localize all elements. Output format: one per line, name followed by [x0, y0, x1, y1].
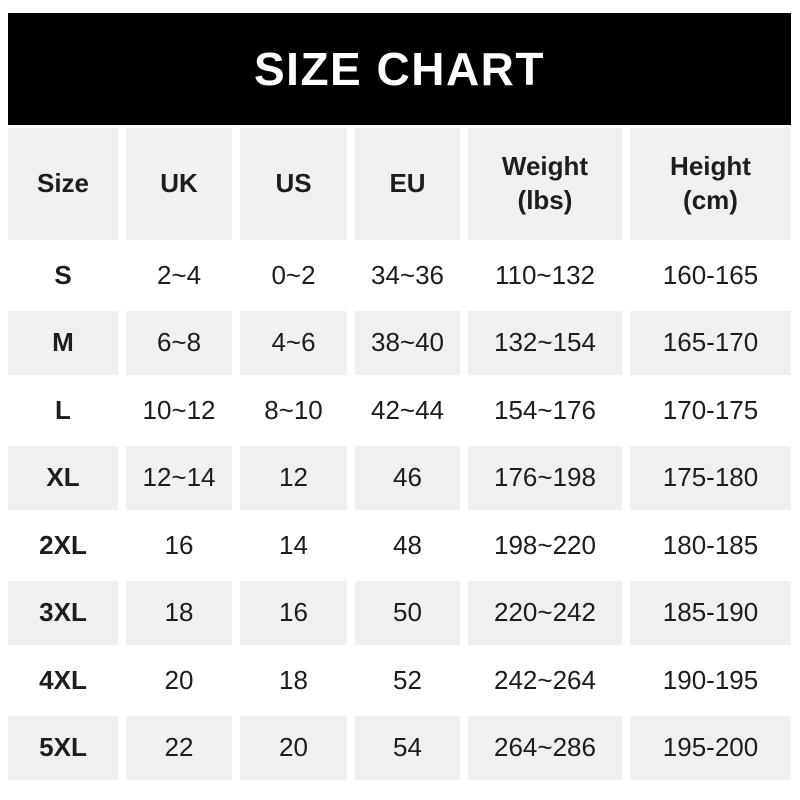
table-cell-weight: 110~132 [468, 243, 622, 308]
size-chart-banner: SIZE CHART [8, 13, 791, 125]
size-label: 5XL [8, 715, 118, 780]
table-cell-us: 4~6 [240, 310, 347, 375]
table-cell-eu: 34~36 [355, 243, 460, 308]
size-label: L [8, 378, 118, 443]
column-header-eu: EU [355, 128, 460, 240]
size-label: 2XL [8, 513, 118, 578]
table-cell-weight: 176~198 [468, 445, 622, 510]
size-label: M [8, 310, 118, 375]
column-header-height: Height (cm) [630, 128, 791, 240]
size-chart-table: Size UK US EU Weight (lbs) Height (cm) S… [8, 128, 791, 780]
table-cell-height: 180-185 [630, 513, 791, 578]
column-header-uk: UK [126, 128, 232, 240]
table-cell-height: 160-165 [630, 243, 791, 308]
table-cell-eu: 46 [355, 445, 460, 510]
table-cell-height: 175-180 [630, 445, 791, 510]
column-header-weight: Weight (lbs) [468, 128, 622, 240]
table-cell-weight: 132~154 [468, 310, 622, 375]
table-cell-uk: 20 [126, 648, 232, 713]
table-cell-weight: 198~220 [468, 513, 622, 578]
table-cell-eu: 38~40 [355, 310, 460, 375]
size-label: S [8, 243, 118, 308]
table-cell-us: 0~2 [240, 243, 347, 308]
table-cell-weight: 264~286 [468, 715, 622, 780]
table-cell-height: 170-175 [630, 378, 791, 443]
table-cell-uk: 12~14 [126, 445, 232, 510]
table-cell-us: 16 [240, 580, 347, 645]
column-header-size: Size [8, 128, 118, 240]
table-cell-height: 185-190 [630, 580, 791, 645]
table-cell-us: 12 [240, 445, 347, 510]
table-cell-uk: 22 [126, 715, 232, 780]
size-label: 3XL [8, 580, 118, 645]
column-header-us: US [240, 128, 347, 240]
table-cell-uk: 6~8 [126, 310, 232, 375]
size-label: 4XL [8, 648, 118, 713]
table-cell-us: 20 [240, 715, 347, 780]
table-cell-weight: 154~176 [468, 378, 622, 443]
table-cell-eu: 42~44 [355, 378, 460, 443]
table-cell-weight: 242~264 [468, 648, 622, 713]
table-cell-height: 195-200 [630, 715, 791, 780]
table-cell-eu: 52 [355, 648, 460, 713]
table-cell-uk: 16 [126, 513, 232, 578]
table-cell-height: 190-195 [630, 648, 791, 713]
page-title: SIZE CHART [254, 43, 545, 95]
table-cell-eu: 48 [355, 513, 460, 578]
table-cell-uk: 2~4 [126, 243, 232, 308]
table-cell-weight: 220~242 [468, 580, 622, 645]
size-label: XL [8, 445, 118, 510]
table-cell-height: 165-170 [630, 310, 791, 375]
table-cell-us: 18 [240, 648, 347, 713]
table-cell-us: 8~10 [240, 378, 347, 443]
table-cell-uk: 18 [126, 580, 232, 645]
table-cell-us: 14 [240, 513, 347, 578]
table-cell-eu: 50 [355, 580, 460, 645]
table-cell-uk: 10~12 [126, 378, 232, 443]
table-cell-eu: 54 [355, 715, 460, 780]
